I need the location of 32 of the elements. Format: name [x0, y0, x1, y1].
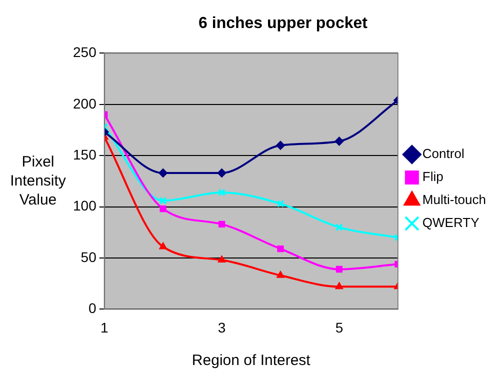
y-tick-label: 250	[73, 44, 97, 60]
point	[334, 136, 344, 146]
point	[158, 168, 168, 178]
point	[159, 196, 167, 204]
legend-label: QWERTY	[422, 215, 480, 230]
point	[335, 223, 344, 232]
x-tick-label: 5	[335, 319, 344, 336]
y-axis-title: Pixel Intensity Value	[10, 153, 66, 208]
x-tick-label: 1	[100, 319, 108, 336]
point	[276, 270, 284, 278]
y-tick-label: 100	[73, 198, 97, 214]
legend-label: Multi-touch	[422, 192, 486, 208]
point	[218, 188, 226, 196]
point	[276, 200, 284, 208]
legend-label: Control	[422, 146, 464, 162]
point	[217, 168, 226, 178]
legend-label: Flip	[422, 169, 444, 184]
chart-title: 6 inches upper pocket	[198, 15, 368, 32]
y-tick-label: 200	[73, 95, 97, 112]
point	[276, 140, 285, 150]
point	[159, 242, 168, 250]
point	[218, 256, 226, 263]
x-axis-title: Region of Interest	[192, 352, 312, 370]
y-tick-label: 50	[80, 248, 97, 265]
point	[277, 245, 284, 252]
x-tick-label: 3	[218, 319, 226, 336]
y-tick-label: 150	[73, 146, 97, 162]
point	[336, 266, 343, 273]
y-tick-label: 0	[88, 300, 97, 316]
point	[160, 206, 166, 212]
point	[218, 220, 226, 228]
point	[335, 282, 344, 290]
